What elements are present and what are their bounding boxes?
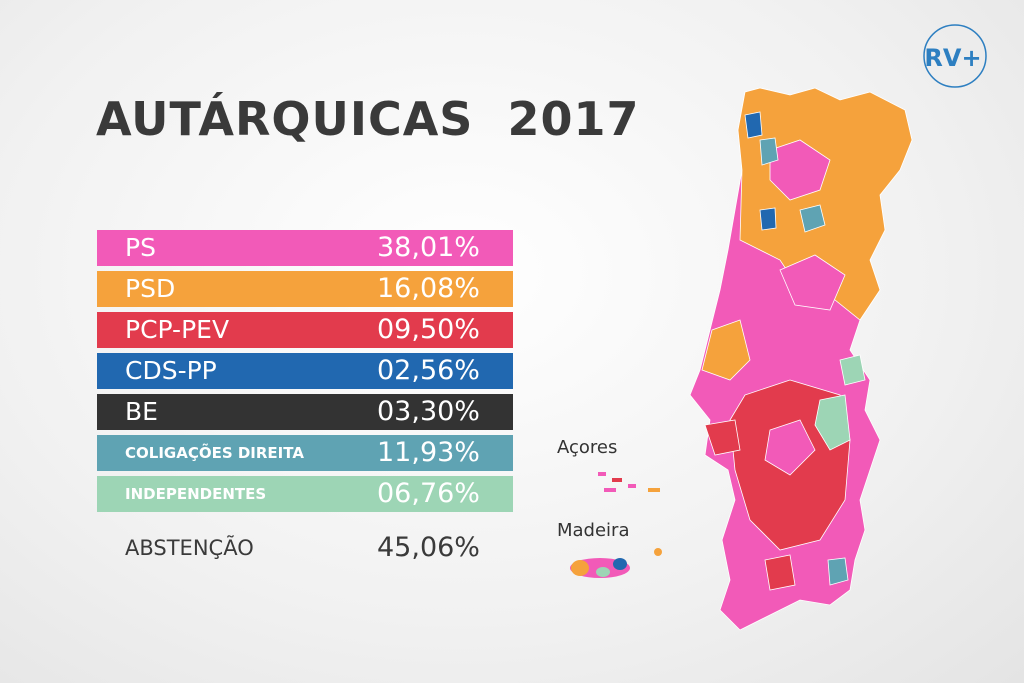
party-name: COLIGAÇÕES DIREITA bbox=[125, 444, 304, 462]
result-row: BE 03,30% bbox=[97, 394, 513, 430]
party-value: 02,56% bbox=[377, 355, 480, 386]
party-name: PS bbox=[125, 233, 156, 262]
abstention-label: ABSTENÇÃO bbox=[125, 536, 254, 560]
mainland bbox=[689, 87, 913, 631]
result-row: PSD 16,08% bbox=[97, 271, 513, 307]
party-value: 16,08% bbox=[377, 273, 480, 304]
abstention-value: 45,06% bbox=[377, 532, 480, 563]
abstention-row: ABSTENÇÃO 45,06% bbox=[97, 530, 513, 566]
title: AUTÁRQUICAS 2017 bbox=[96, 92, 640, 146]
party-name: CDS-PP bbox=[125, 356, 217, 385]
party-name: INDEPENDENTES bbox=[125, 485, 267, 503]
party-value: 38,01% bbox=[377, 232, 480, 263]
party-name: PSD bbox=[125, 274, 176, 303]
result-row: COLIGAÇÕES DIREITA 11,93% bbox=[97, 435, 513, 471]
logo-text: RV+ bbox=[924, 44, 981, 72]
party-value: 11,93% bbox=[377, 437, 480, 468]
map-label: Açores bbox=[557, 437, 617, 458]
logo: RV+ bbox=[923, 24, 987, 88]
map-label: Madeira bbox=[557, 520, 630, 541]
result-row: PS 38,01% bbox=[97, 230, 513, 266]
results-table: PS 38,01% PSD 16,08% PCP-PEV 09,50% CDS-PP 02,5… bbox=[97, 230, 513, 517]
party-name: BE bbox=[125, 397, 158, 426]
party-value: 03,30% bbox=[377, 396, 480, 427]
party-value: 06,76% bbox=[377, 478, 480, 509]
result-row: PCP-PEV 09,50% bbox=[97, 312, 513, 348]
party-name: PCP-PEV bbox=[125, 315, 230, 344]
result-row: CDS-PP 02,56% bbox=[97, 353, 513, 389]
result-row: INDEPENDENTES 06,76% bbox=[97, 476, 513, 512]
azores bbox=[598, 472, 660, 492]
party-value: 09,50% bbox=[377, 314, 480, 345]
madeira bbox=[570, 548, 662, 578]
